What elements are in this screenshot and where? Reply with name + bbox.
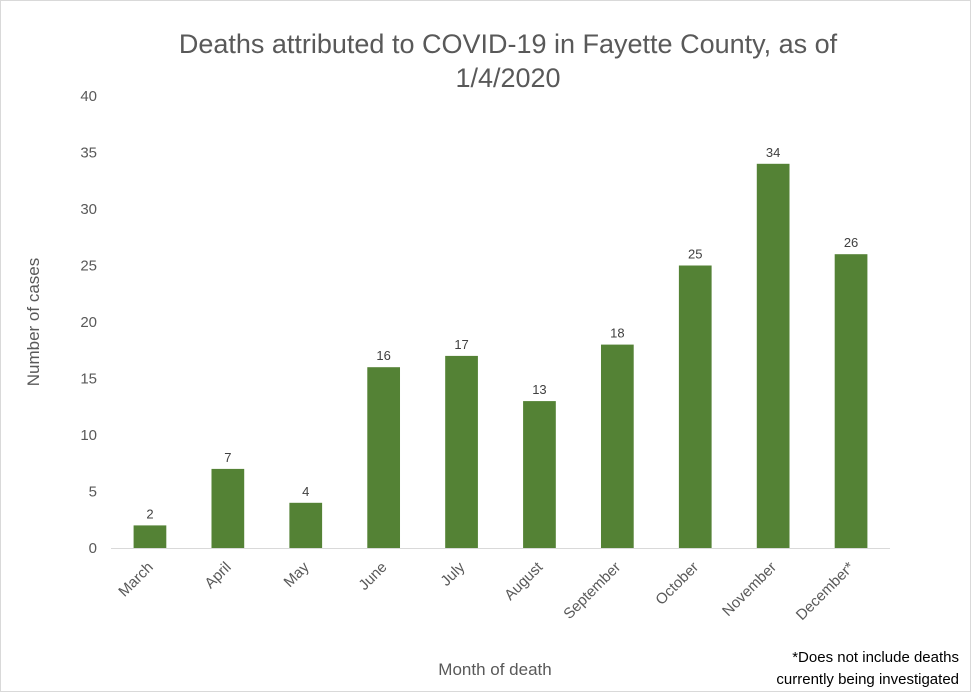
y-axis-title: Number of cases [24,258,43,387]
bar-november [756,163,790,549]
y-tick-label: 5 [89,484,97,501]
data-label: 7 [224,450,231,465]
bar-july [445,355,478,548]
bar-september [600,344,634,548]
bar-june [367,367,401,548]
y-tick-label: 35 [80,145,97,162]
y-tick-label: 40 [80,88,97,105]
chart-title-line-2: 1/4/2020 [455,63,560,93]
data-label: 16 [376,348,390,363]
data-label: 2 [146,506,153,521]
x-tick-label: December* [793,559,858,624]
data-label: 4 [302,484,309,499]
x-tick-label: November [719,559,780,620]
x-axis-title: Month of death [438,660,551,679]
bar-may [289,502,323,548]
y-tick-label: 0 [89,540,97,557]
x-tick-label: April [201,559,234,592]
y-tick-label: 20 [80,314,97,331]
data-label: 25 [688,247,702,262]
bar-april [211,468,245,548]
data-label: 13 [532,382,546,397]
data-label: 18 [610,326,624,341]
x-tick-label: September [560,559,624,623]
data-labels: 2 7 4 16 17 13 18 25 34 26 [146,145,858,522]
x-tick-label: June [355,559,390,594]
bar-december [834,254,868,548]
chart-title-line-1: Deaths attributed to COVID-19 in Fayette… [179,29,838,59]
x-tick-label: May [281,558,313,590]
x-tick-label: August [501,558,547,604]
bar-august [523,401,556,548]
y-axis-ticks: 0 5 10 15 20 25 30 35 40 [80,88,97,557]
y-tick-label: 30 [80,201,97,218]
y-tick-label: 15 [80,371,97,388]
data-label: 17 [454,337,468,352]
x-tick-label: July [437,558,468,589]
footnote-line-1: *Does not include deaths [792,649,959,666]
y-tick-label: 25 [80,258,97,275]
bars [133,163,868,549]
x-tick-label: October [652,559,702,609]
x-axis-ticks: March April May June July August September Octo… [115,558,858,624]
bar-march [133,525,167,548]
data-label: 26 [844,235,858,250]
bar-october [678,265,712,548]
y-tick-label: 10 [80,427,97,444]
footnote-line-2: currently being investigated [776,671,959,688]
data-label: 34 [766,145,780,160]
x-tick-label: March [115,559,156,600]
